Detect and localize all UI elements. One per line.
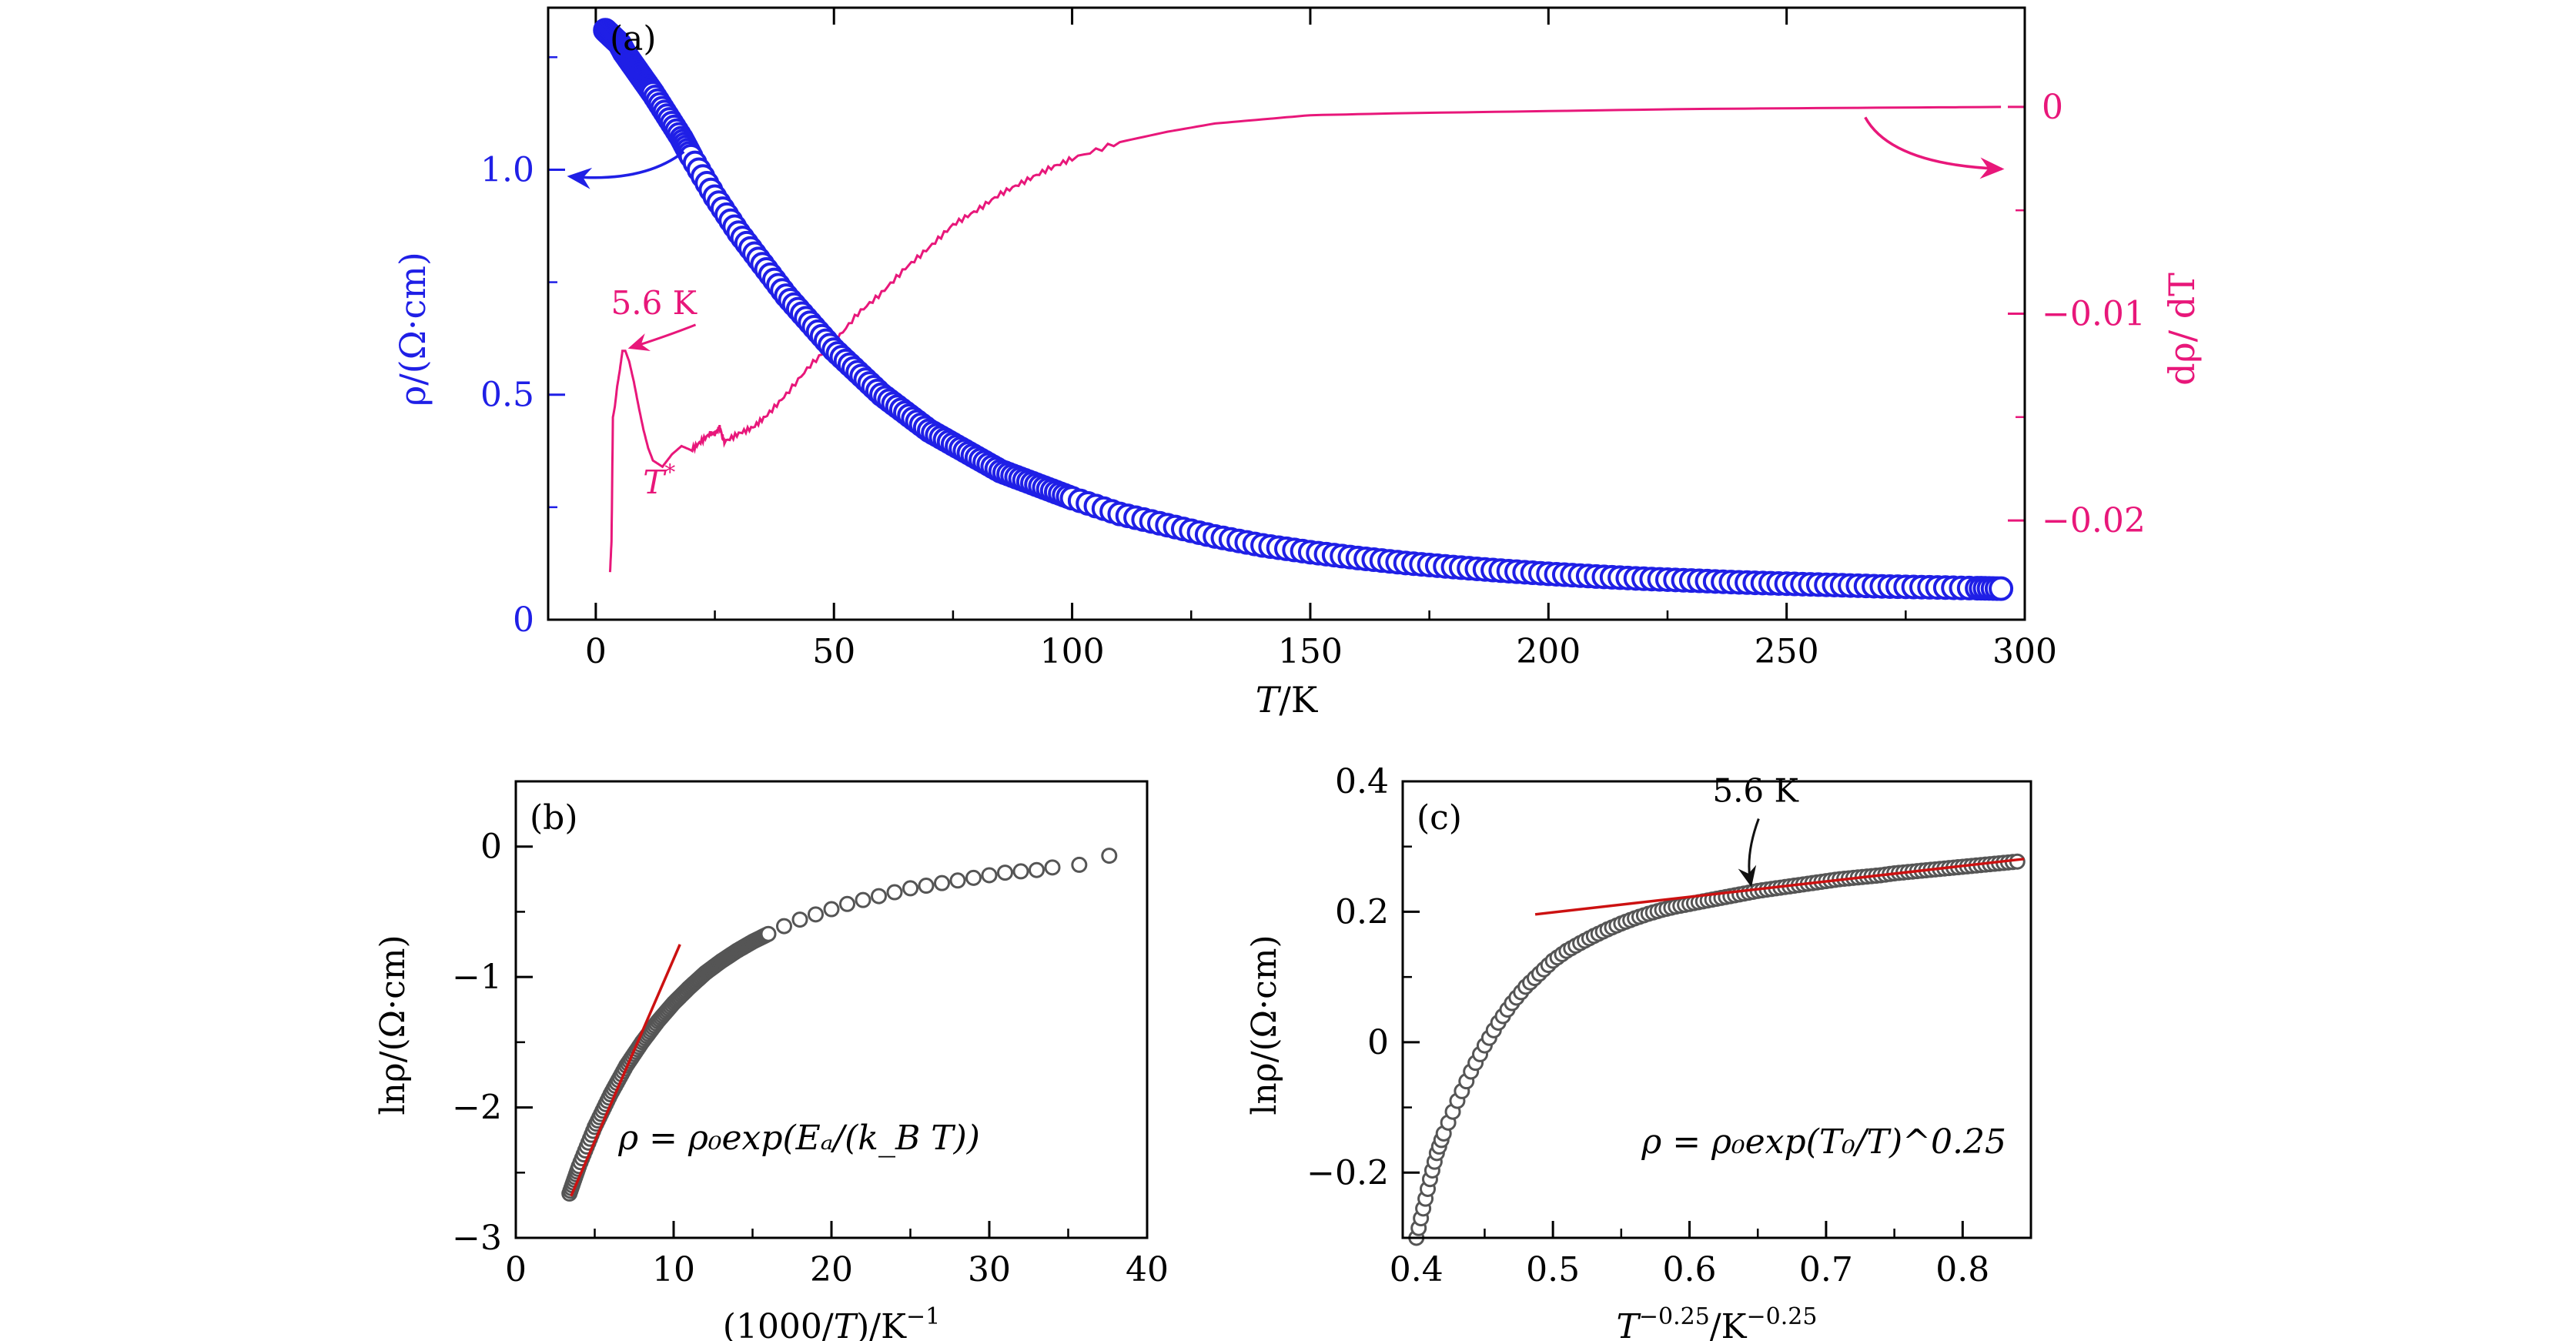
panel-c: 0.4 0.5 0.6 0.7 0.8 −0.2 0 0.2 0.4 (c) ρ = ρ₀exp… [1245, 762, 2032, 1341]
right-axis-arrow [1864, 116, 2005, 179]
panel-b: 0 10 20 30 40 −3 −2 −1 0 (b) ρ = ρ₀exp(Eₐ/(k_B T… [373, 780, 1169, 1341]
crossover-annotation-label: 5.6 K [1712, 772, 1799, 810]
panel-a-frame [547, 6, 2026, 621]
y2-tick-label: −0.01 [2042, 295, 2146, 334]
ln-rho-point [981, 867, 998, 884]
ln-rho-point [949, 872, 966, 889]
y2-tick-label: 0 [2042, 88, 2063, 127]
y-tick-label: 0 [480, 828, 502, 867]
y-tick-label: 1.0 [480, 150, 534, 189]
panel-c-label: (c) [1417, 798, 1462, 838]
x-tick-label: 250 [1755, 632, 1819, 671]
panel-a-label: (a) [610, 19, 657, 59]
arrhenius-formula: ρ = ρ₀exp(Eₐ/(k_B T)) [617, 1119, 980, 1158]
ln-rho-point [1012, 863, 1029, 880]
panel-c-y-axis-label: lnρ/(Ω·cm) [1245, 935, 1284, 1115]
panel-b-label: (b) [530, 798, 578, 838]
x-tick-label: 0.4 [1390, 1250, 1444, 1289]
vrh-fit-line [1534, 858, 2025, 916]
y-tick-label: −1 [452, 958, 502, 997]
y-tick-label: 0 [1367, 1023, 1389, 1062]
ln-rho-point [776, 918, 792, 935]
panel-a: 0 50 100 150 200 250 300 0 0.5 1.0 0 −0.01 −0.02 (a)… [392, 6, 2203, 721]
arrhenius-fit-line [570, 944, 681, 1197]
panel-c-x-axis-label: T−0.25/K−0.25 [1617, 1303, 1818, 1341]
panel-a-y-axis-label: ρ/(Ω·cm) [392, 252, 433, 406]
ln-rho-point [1044, 859, 1061, 876]
ln-rho-point [871, 888, 887, 905]
x-tick-label: 0.8 [1935, 1250, 1989, 1289]
panel-b-ticks: 0 10 20 30 40 −3 −2 −1 0 [452, 828, 1169, 1289]
panel-b-data-series [561, 848, 1118, 1202]
y-tick-label: −0.2 [1306, 1153, 1389, 1192]
x-tick-label: 0.5 [1526, 1250, 1580, 1289]
panel-a-x-axis-label: T/K [1256, 679, 1319, 721]
ln-rho-point [997, 864, 1013, 881]
x-tick-label: 200 [1516, 632, 1581, 671]
panel-b-y-axis-label: lnρ/(Ω·cm) [373, 935, 413, 1115]
x-tick-label: 0.7 [1799, 1250, 1853, 1289]
ln-rho-point [839, 895, 855, 912]
ln-rho-point [791, 911, 808, 928]
left-axis-arrow [567, 150, 685, 189]
x-tick-label: 20 [810, 1250, 853, 1289]
ln-rho-point [1029, 861, 1045, 878]
peak-annotation-label: 5.6 K [611, 284, 698, 322]
rho-series [593, 18, 2014, 601]
crossover-annotation-arrow [1738, 818, 1760, 888]
y-tick-label: −3 [452, 1219, 502, 1258]
y-tick-label: 0.4 [1335, 762, 1389, 801]
x-tick-label: 0 [505, 1250, 527, 1289]
ln-rho-point [855, 891, 871, 908]
panel-c-data-series [1408, 853, 2026, 1246]
ln-rho-point [902, 880, 918, 897]
ln-rho-point [823, 901, 840, 918]
tstar-annotation: T* [643, 460, 675, 501]
x-tick-label: 300 [1992, 632, 2057, 671]
panel-a-y2-axis-label: dρ/ dT [2161, 273, 2203, 386]
x-tick-label: 50 [812, 632, 855, 671]
x-tick-label: 0.6 [1663, 1250, 1717, 1289]
ln-rho-point [918, 878, 935, 895]
rho-point [1989, 576, 2014, 601]
ln-rho-point [808, 906, 824, 923]
peak-annotation-arrow [627, 323, 697, 351]
vrh-formula: ρ = ρ₀exp(T₀/T)^0.25 [1641, 1122, 2006, 1162]
y-tick-label: 0.5 [480, 376, 534, 415]
x-tick-label: 150 [1278, 632, 1343, 671]
x-tick-label: 40 [1126, 1250, 1169, 1289]
y-tick-label: −2 [452, 1089, 502, 1128]
panel-c-ticks: 0.4 0.5 0.6 0.7 0.8 −0.2 0 0.2 0.4 [1306, 762, 1989, 1289]
x-tick-label: 10 [652, 1250, 695, 1289]
y2-tick-label: −0.02 [2042, 501, 2146, 540]
ln-rho-point [1071, 856, 1088, 873]
x-tick-label: 0 [585, 632, 607, 671]
drho-dT-curve [608, 105, 2002, 573]
x-tick-label: 30 [968, 1250, 1011, 1289]
ln-rho-point [1101, 848, 1118, 864]
x-tick-label: 100 [1040, 632, 1105, 671]
ln-rho-point [886, 884, 903, 901]
panel-b-frame [514, 780, 1149, 1239]
ln-rho-point [760, 925, 777, 942]
y-tick-label: 0 [513, 600, 534, 640]
panel-b-x-axis-label: (1000/T)/K−1 [723, 1303, 940, 1341]
ln-rho-point [965, 869, 982, 886]
panel-c-frame [1401, 780, 2032, 1239]
y-tick-label: 0.2 [1335, 892, 1389, 931]
ln-rho-point [934, 874, 950, 891]
